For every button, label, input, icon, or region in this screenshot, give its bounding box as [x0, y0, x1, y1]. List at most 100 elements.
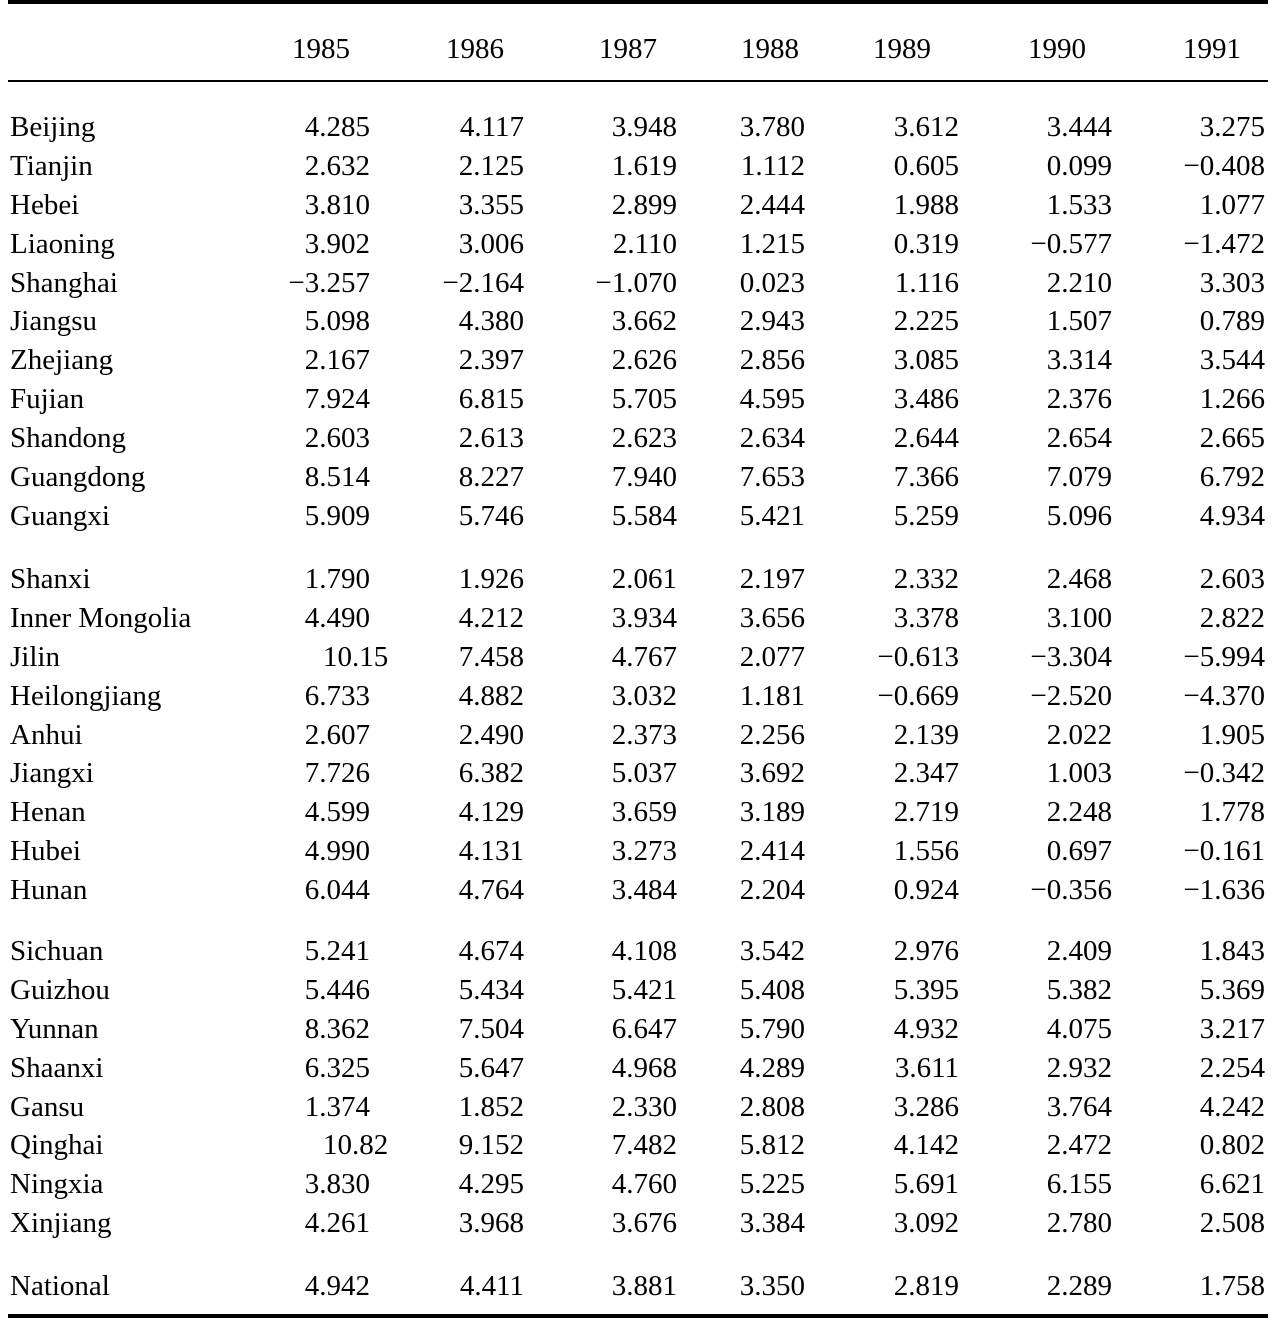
value-cell: 4.142 — [893, 1129, 959, 1162]
value-cell: 6.325 — [304, 1051, 370, 1084]
value-cell: 2.256 — [739, 718, 805, 751]
value-cell: 2.444 — [739, 188, 805, 221]
value-cell: 3.692 — [739, 757, 805, 790]
value-cell: 1.116 — [894, 266, 959, 299]
region-label: Hubei — [10, 835, 81, 868]
value-cell: 2.665 — [1199, 422, 1265, 455]
header-year: 1991 — [1183, 33, 1241, 65]
region-label: Shanghai — [10, 266, 118, 299]
region-label: Beijing — [10, 111, 96, 143]
value-cell: 5.705 — [611, 383, 677, 416]
value-cell: 2.125 — [458, 149, 524, 182]
value-cell: 2.409 — [1046, 935, 1112, 967]
value-cell: −2.164 — [442, 266, 524, 299]
value-cell: 3.544 — [1199, 344, 1265, 377]
value-cell: 2.414 — [739, 835, 805, 868]
value-cell: 10.15 — [323, 640, 389, 673]
value-cell: 3.676 — [611, 1207, 677, 1240]
region-label: Henan — [10, 796, 86, 829]
value-cell: 7.458 — [458, 640, 524, 673]
value-cell: −0.408 — [1183, 149, 1265, 182]
value-cell: 3.612 — [893, 111, 959, 143]
value-cell: 3.968 — [458, 1207, 524, 1240]
region-label: National — [10, 1270, 110, 1302]
value-cell: 5.382 — [1046, 973, 1112, 1006]
value-cell: 2.780 — [1046, 1207, 1112, 1240]
value-cell: 5.395 — [893, 973, 959, 1006]
value-cell: 2.254 — [1199, 1051, 1265, 1084]
value-cell: 1.778 — [1199, 796, 1265, 829]
table-row: Liaoning 3.902 3.006 2.110 1.215 0.319 −0.577 −… — [8, 225, 1268, 264]
table-row: Sichuan 5.241 4.674 4.108 3.542 2.976 2.409 1.8… — [8, 932, 1268, 971]
region-label: Guangxi — [10, 499, 110, 532]
value-cell: 3.659 — [611, 796, 677, 829]
value-cell: 8.514 — [304, 461, 370, 494]
value-cell: 3.275 — [1199, 111, 1265, 143]
value-cell: 3.881 — [611, 1270, 677, 1302]
value-cell: 4.212 — [458, 601, 524, 634]
region-label: Anhui — [10, 718, 83, 751]
value-cell: 9.152 — [458, 1129, 524, 1162]
value-cell: 2.397 — [458, 344, 524, 377]
value-cell: 0.697 — [1046, 835, 1112, 868]
header-year: 1985 — [292, 33, 350, 65]
value-cell: 2.225 — [893, 305, 959, 338]
value-cell: 2.634 — [739, 422, 805, 455]
value-cell: 4.108 — [611, 935, 677, 967]
value-cell: 6.647 — [611, 1012, 677, 1045]
table-row: Gansu 1.374 1.852 2.330 2.808 3.286 3.764 4.242 — [8, 1088, 1268, 1127]
value-cell: 2.822 — [1199, 601, 1265, 634]
table-row: Shaanxi 6.325 5.647 4.968 4.289 3.611 2.932 2.2… — [8, 1049, 1268, 1088]
region-label: Jiangxi — [10, 757, 94, 790]
table-row: Shanxi 1.790 1.926 2.061 2.197 2.332 2.468 2.60… — [8, 560, 1268, 599]
value-cell: −0.161 — [1183, 835, 1265, 868]
value-cell: −0.577 — [1030, 227, 1112, 260]
table-row: Guangdong 8.514 8.227 7.940 7.653 7.366 7.079 6… — [8, 458, 1268, 497]
value-cell: 10.82 — [323, 1129, 389, 1162]
header-year: 1988 — [741, 33, 799, 65]
value-cell: 1.533 — [1046, 188, 1112, 221]
value-cell: 7.366 — [893, 461, 959, 494]
top-rule — [8, 0, 1268, 4]
value-cell: 5.909 — [304, 499, 370, 532]
value-cell: 4.131 — [458, 835, 524, 868]
table-row: Zhejiang 2.167 2.397 2.626 2.856 3.085 3.314 3.… — [8, 341, 1268, 380]
value-cell: 6.792 — [1199, 461, 1265, 494]
table-row: Fujian 7.924 6.815 5.705 4.595 3.486 2.376 1.26… — [8, 380, 1268, 419]
value-cell: 2.626 — [611, 344, 677, 377]
table-row: Yunnan 8.362 7.504 6.647 5.790 4.932 4.075 3.21… — [8, 1010, 1268, 1049]
value-cell: −1.636 — [1183, 874, 1265, 907]
table-row: Heilongjiang 6.733 4.882 3.032 1.181 −0.669 −2… — [8, 677, 1268, 716]
value-cell: 4.599 — [304, 796, 370, 829]
value-cell: 3.611 — [894, 1051, 959, 1084]
value-cell: 3.934 — [611, 601, 677, 634]
value-cell: −1.472 — [1183, 227, 1265, 260]
value-cell: 3.303 — [1199, 266, 1265, 299]
value-cell: 3.444 — [1046, 111, 1112, 143]
header-rule — [8, 80, 1268, 82]
value-cell: 4.760 — [611, 1168, 677, 1201]
header-year: 1987 — [599, 33, 657, 65]
region-label: Hunan — [10, 874, 88, 907]
value-cell: 6.044 — [304, 874, 370, 907]
row-group-national: National 4.942 4.411 3.881 3.350 2.819 2.289 1.… — [8, 1267, 1268, 1306]
value-cell: 3.314 — [1046, 344, 1112, 377]
table-row: National 4.942 4.411 3.881 3.350 2.819 2.289 1.… — [8, 1267, 1268, 1306]
bottom-rule — [8, 1314, 1268, 1318]
region-label: Ningxia — [10, 1168, 104, 1201]
value-cell: 1.619 — [611, 149, 677, 182]
value-cell: 1.790 — [304, 563, 370, 595]
value-cell: 0.789 — [1199, 305, 1265, 338]
table-row: Guizhou 5.446 5.434 5.421 5.408 5.395 5.382 5.3… — [8, 971, 1268, 1010]
table-row: Ningxia 3.830 4.295 4.760 5.225 5.691 6.155 6.6… — [8, 1165, 1268, 1204]
value-cell: 3.484 — [611, 874, 677, 907]
value-cell: 1.003 — [1046, 757, 1112, 790]
value-cell: 3.830 — [304, 1168, 370, 1201]
value-cell: 3.542 — [739, 935, 805, 967]
region-label: Guizhou — [10, 973, 110, 1006]
value-cell: 0.023 — [739, 266, 805, 299]
value-cell: 3.764 — [1046, 1090, 1112, 1123]
value-cell: 3.662 — [611, 305, 677, 338]
value-cell: −0.669 — [877, 679, 959, 712]
value-cell: 2.943 — [739, 305, 805, 338]
